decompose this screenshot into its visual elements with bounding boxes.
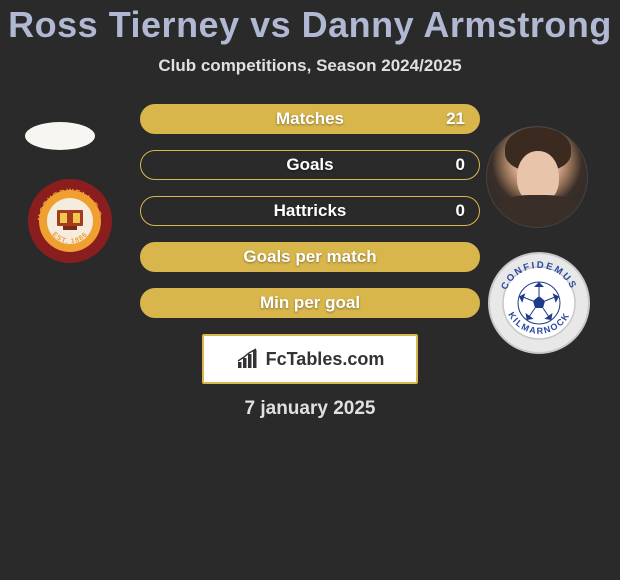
brand-watermark: FcTables.com [202,334,418,384]
stat-row: Hattricks 0 [140,196,480,226]
player-body [497,195,579,227]
stat-row: Matches 21 [140,104,480,134]
stat-bar: Min per goal [140,288,480,318]
stat-row: Goals per match [140,242,480,272]
stat-label: Min per goal [260,293,360,313]
stat-bar: Matches 21 [140,104,480,134]
brand-chart-icon [236,348,262,370]
club-left-badge: MOTHERWELL F.C. EST. 1886 [27,178,113,264]
stat-value: 21 [446,109,465,129]
stat-value: 0 [456,155,465,175]
comparison-subtitle: Club competitions, Season 2024/2025 [0,56,620,76]
comparison-title: Ross Tierney vs Danny Armstrong [0,4,620,46]
stat-bar: Goals 0 [140,150,480,180]
stat-bar: Hattricks 0 [140,196,480,226]
stat-value: 0 [456,201,465,221]
player-right-photo [486,126,588,228]
stat-label: Goals per match [243,247,376,267]
club-right-badge: CONFIDEMUS KILMARNOCK [488,252,590,354]
stat-label: Goals [286,155,333,175]
comparison-date: 7 january 2025 [0,398,620,420]
stat-row: Goals 0 [140,150,480,180]
stat-bar: Goals per match [140,242,480,272]
brand-text: FcTables.com [266,349,385,370]
stat-row: Min per goal [140,288,480,318]
stat-label: Hattricks [274,201,347,221]
stat-label: Matches [276,109,344,129]
player-left-photo [25,122,95,150]
